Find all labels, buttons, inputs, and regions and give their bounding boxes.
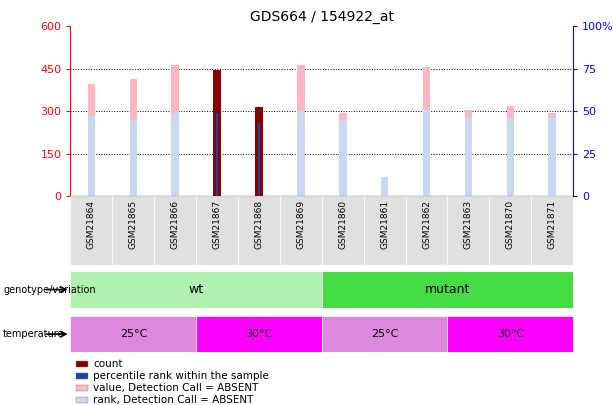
Bar [297,65,305,196]
Text: GSM21862: GSM21862 [422,200,431,249]
Bar [75,373,88,379]
Text: GSM21863: GSM21863 [464,200,473,249]
Text: count: count [93,359,123,369]
Bar [129,79,137,196]
Bar [88,83,95,196]
Text: temperature: temperature [3,329,64,339]
Bar [129,120,137,196]
Bar [465,110,472,196]
Bar [364,196,406,265]
Bar [381,177,389,196]
Bar [506,106,514,196]
Text: GSM21860: GSM21860 [338,200,348,249]
Bar [489,196,531,265]
Bar [172,113,179,196]
Title: GDS664 / 154922_at: GDS664 / 154922_at [250,10,394,24]
Text: genotype/variation: genotype/variation [3,285,96,294]
Text: value, Detection Call = ABSENT: value, Detection Call = ABSENT [93,383,259,393]
Bar [255,107,263,196]
Bar [216,113,218,196]
Bar [75,361,88,367]
Text: rank, Detection Call = ABSENT: rank, Detection Call = ABSENT [93,395,254,405]
Text: GSM21869: GSM21869 [296,200,305,249]
Text: GSM21864: GSM21864 [87,200,96,249]
Text: mutant: mutant [425,283,470,296]
Bar [213,70,221,196]
Text: GSM21865: GSM21865 [129,200,138,249]
Bar [280,196,322,265]
Bar [172,64,179,196]
Bar [75,397,88,403]
Text: GSM21861: GSM21861 [380,200,389,249]
Text: GSM21866: GSM21866 [170,200,180,249]
Bar [339,120,346,196]
Text: 25°C: 25°C [371,329,398,339]
Bar [406,196,447,265]
Bar [465,117,472,196]
Bar [196,196,238,265]
Bar [447,196,489,265]
Text: 30°C: 30°C [245,329,273,339]
Bar [70,196,112,265]
Bar [238,196,280,265]
Bar [88,115,95,196]
Bar [322,196,364,265]
Text: wt: wt [189,283,204,296]
Bar [339,113,346,196]
Text: GSM21868: GSM21868 [254,200,264,249]
Text: 30°C: 30°C [497,329,524,339]
Bar [423,67,430,196]
Bar [112,196,154,265]
Bar [154,196,196,265]
Bar [549,113,556,196]
Text: GSM21867: GSM21867 [213,200,222,249]
Bar [531,196,573,265]
Bar [297,111,305,196]
Bar [258,123,260,196]
Text: 25°C: 25°C [120,329,147,339]
Bar [506,118,514,196]
Text: GSM21870: GSM21870 [506,200,515,249]
Bar [75,385,88,391]
Bar [423,110,430,196]
Text: GSM21871: GSM21871 [547,200,557,249]
Text: percentile rank within the sample: percentile rank within the sample [93,371,269,381]
Bar [549,117,556,196]
